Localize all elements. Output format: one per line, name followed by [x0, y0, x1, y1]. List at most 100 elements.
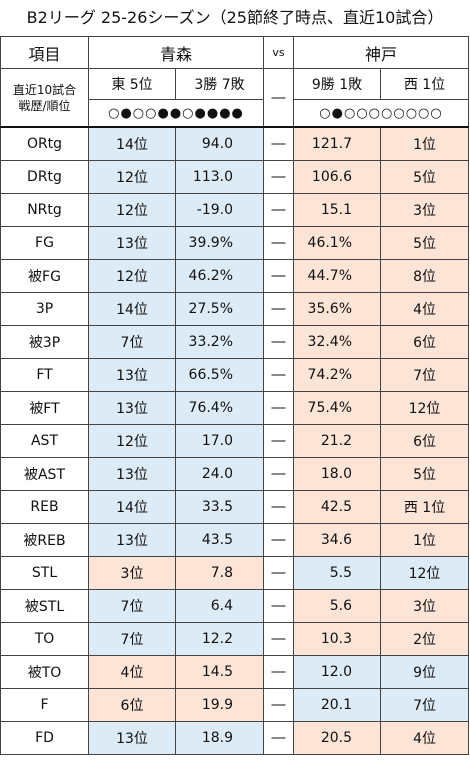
kobe-value: 20.1 [293, 688, 382, 722]
table-row: REB 14位 33.5 ― 42.5 西 1位 [0, 490, 470, 524]
aomori-rank: 14位 [88, 126, 176, 161]
table-row: F 6位 19.9 ― 20.1 7位 [0, 688, 470, 722]
stat-label: 被FT [0, 391, 89, 425]
kobe-rank: 8位 [380, 259, 470, 293]
aomori-value: 33.2% [174, 325, 265, 359]
aomori-value: 39.9% [174, 226, 265, 260]
stat-label: 被3P [0, 325, 89, 359]
kobe-value: 44.7% [293, 259, 382, 293]
kobe-value: 21.2 [293, 424, 382, 458]
aomori-value: 33.5 [174, 490, 265, 524]
kobe-rank: 5位 [380, 457, 470, 491]
dash-cell: ― [263, 622, 295, 656]
stat-label: 被FG [0, 259, 89, 293]
aomori-value: 14.5 [174, 655, 265, 689]
kobe-rank: 12位 [380, 391, 470, 425]
dash-cell: ― [263, 589, 295, 623]
dash-cell: ― [263, 523, 295, 557]
aomori-rank: 6位 [88, 688, 176, 722]
stat-label: TO [0, 622, 89, 656]
dash-cell: ― [263, 556, 295, 590]
aomori-value: -19.0 [174, 193, 265, 227]
dash-cell: ― [263, 126, 295, 161]
table-row: 被REB 13位 43.5 ― 34.6 1位 [0, 523, 470, 557]
aomori-rank: 12位 [88, 160, 176, 194]
dash-cell: ― [263, 457, 295, 491]
stats-table: 項目 青森 vs 神戸 直近10試合 戦歴/順位 東 5位 3勝 7敗 ― 9勝 … [0, 36, 470, 755]
left-form: ○●○○●●○●●●● [87, 99, 265, 128]
stat-label: F [0, 688, 89, 722]
kobe-rank: 6位 [380, 424, 470, 458]
stat-label: FD [0, 721, 89, 755]
kobe-value: 15.1 [293, 193, 382, 227]
aomori-value: 27.5% [174, 292, 265, 326]
kobe-value: 5.6 [293, 589, 382, 623]
table-row: 被TO 4位 14.5 ― 12.0 9位 [0, 655, 470, 689]
kobe-rank: 7位 [380, 688, 470, 722]
form-row: ○●○○●●○●●●● ○●○○○○○○○○ [1, 99, 470, 128]
kobe-rank: 1位 [380, 523, 470, 557]
kobe-rank: 6位 [380, 325, 470, 359]
kobe-value: 35.6% [293, 292, 382, 326]
table-row: FG 13位 39.9% ― 46.1% 5位 [0, 226, 470, 260]
kobe-value: 34.6 [293, 523, 382, 557]
aomori-rank: 13位 [88, 358, 176, 392]
kobe-rank: 4位 [380, 292, 470, 326]
aomori-value: 113.0 [174, 160, 265, 194]
table-row: DRtg 12位 113.0 ― 106.6 5位 [0, 160, 470, 194]
dash-cell: ― [263, 193, 295, 227]
kobe-rank: 2位 [380, 622, 470, 656]
dash-cell: ― [263, 688, 295, 722]
kobe-rank: 3位 [380, 589, 470, 623]
kobe-value: 10.3 [293, 622, 382, 656]
kobe-value: 20.5 [293, 721, 382, 755]
recent-label-line1: 直近10試合 [12, 82, 77, 97]
table-row: TO 7位 12.2 ― 10.3 2位 [0, 622, 470, 656]
aomori-rank: 13位 [88, 721, 176, 755]
kobe-value: 18.0 [293, 457, 382, 491]
table-row: 被3P 7位 33.2% ― 32.4% 6位 [0, 325, 470, 359]
dash-cell: ― [263, 391, 295, 425]
table-row: NRtg 12位 -19.0 ― 15.1 3位 [0, 193, 470, 227]
table-row: ORtg 14位 94.0 ― 121.7 1位 [0, 126, 470, 161]
table-row: 被STL 7位 6.4 ― 5.6 3位 [0, 589, 470, 623]
aomori-rank: 13位 [88, 523, 176, 557]
dash-cell: ― [263, 226, 295, 260]
stat-label: 3P [0, 292, 89, 326]
aomori-value: 12.2 [174, 622, 265, 656]
stat-label: 被TO [0, 655, 89, 689]
left-record: 3勝 7敗 [174, 68, 265, 100]
aomori-rank: 7位 [88, 589, 176, 623]
kobe-value: 5.5 [293, 556, 382, 590]
dash-cell: ― [263, 259, 295, 293]
kobe-rank: 9位 [380, 655, 470, 689]
kobe-value: 106.6 [293, 160, 382, 194]
left-rank: 東 5位 [88, 68, 176, 100]
kobe-value: 75.4% [293, 391, 382, 425]
aomori-value: 18.9 [174, 721, 265, 755]
stat-label: NRtg [0, 193, 89, 227]
table-row: 被FG 12位 46.2% ― 44.7% 8位 [0, 259, 470, 293]
aomori-value: 6.4 [174, 589, 265, 623]
kobe-rank: 7位 [380, 358, 470, 392]
kobe-rank: 3位 [380, 193, 470, 227]
stat-label: 被AST [0, 457, 89, 491]
kobe-value: 74.2% [293, 358, 382, 392]
aomori-rank: 7位 [88, 325, 176, 359]
right-form: ○●○○○○○○○○ [293, 99, 470, 128]
stat-label: AST [0, 424, 89, 458]
aomori-rank: 7位 [88, 622, 176, 656]
table-row: 被FT 13位 76.4% ― 75.4% 12位 [0, 391, 470, 425]
stat-label: 被STL [0, 589, 89, 623]
kobe-value: 121.7 [293, 126, 382, 161]
table-row: AST 12位 17.0 ― 21.2 6位 [0, 424, 470, 458]
kobe-rank: 12位 [380, 556, 470, 590]
dash-cell: ― [263, 424, 295, 458]
page-title: B2リーグ 25-26シーズン（25節終了時点、直近10試合） [26, 8, 444, 27]
aomori-value: 46.2% [174, 259, 265, 293]
aomori-rank: 12位 [88, 193, 176, 227]
aomori-rank: 14位 [88, 490, 176, 524]
kobe-rank: 1位 [380, 126, 470, 161]
team-left-name: 青森 [87, 36, 265, 69]
team-right-name: 神戸 [293, 36, 470, 69]
